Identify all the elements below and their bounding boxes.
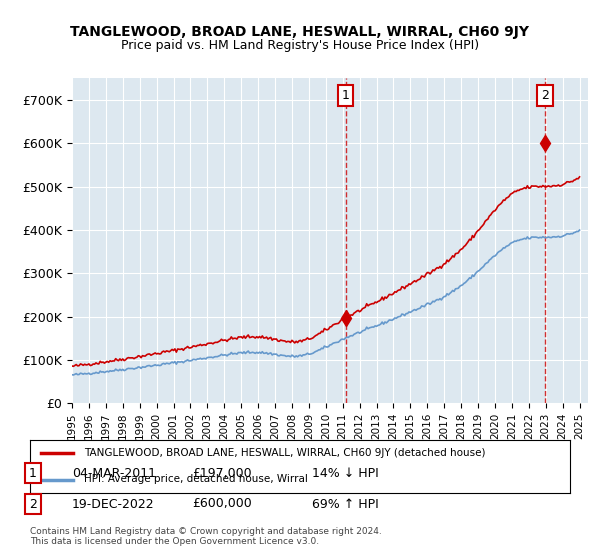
Text: 1: 1: [341, 89, 350, 102]
Text: TANGLEWOOD, BROAD LANE, HESWALL, WIRRAL, CH60 9JY (detached house): TANGLEWOOD, BROAD LANE, HESWALL, WIRRAL,…: [84, 448, 485, 458]
Text: Price paid vs. HM Land Registry's House Price Index (HPI): Price paid vs. HM Land Registry's House …: [121, 39, 479, 52]
Text: TANGLEWOOD, BROAD LANE, HESWALL, WIRRAL, CH60 9JY: TANGLEWOOD, BROAD LANE, HESWALL, WIRRAL,…: [71, 25, 530, 39]
Text: 1: 1: [29, 466, 37, 480]
Text: £197,000: £197,000: [192, 466, 251, 480]
Text: Contains HM Land Registry data © Crown copyright and database right 2024.
This d: Contains HM Land Registry data © Crown c…: [30, 526, 382, 546]
Text: 14% ↓ HPI: 14% ↓ HPI: [312, 466, 379, 480]
Text: £600,000: £600,000: [192, 497, 252, 511]
Text: 69% ↑ HPI: 69% ↑ HPI: [312, 497, 379, 511]
Text: 2: 2: [541, 89, 549, 102]
Text: 2: 2: [29, 497, 37, 511]
Text: 19-DEC-2022: 19-DEC-2022: [72, 497, 155, 511]
Text: HPI: Average price, detached house, Wirral: HPI: Average price, detached house, Wirr…: [84, 474, 308, 484]
Text: 04-MAR-2011: 04-MAR-2011: [72, 466, 156, 480]
